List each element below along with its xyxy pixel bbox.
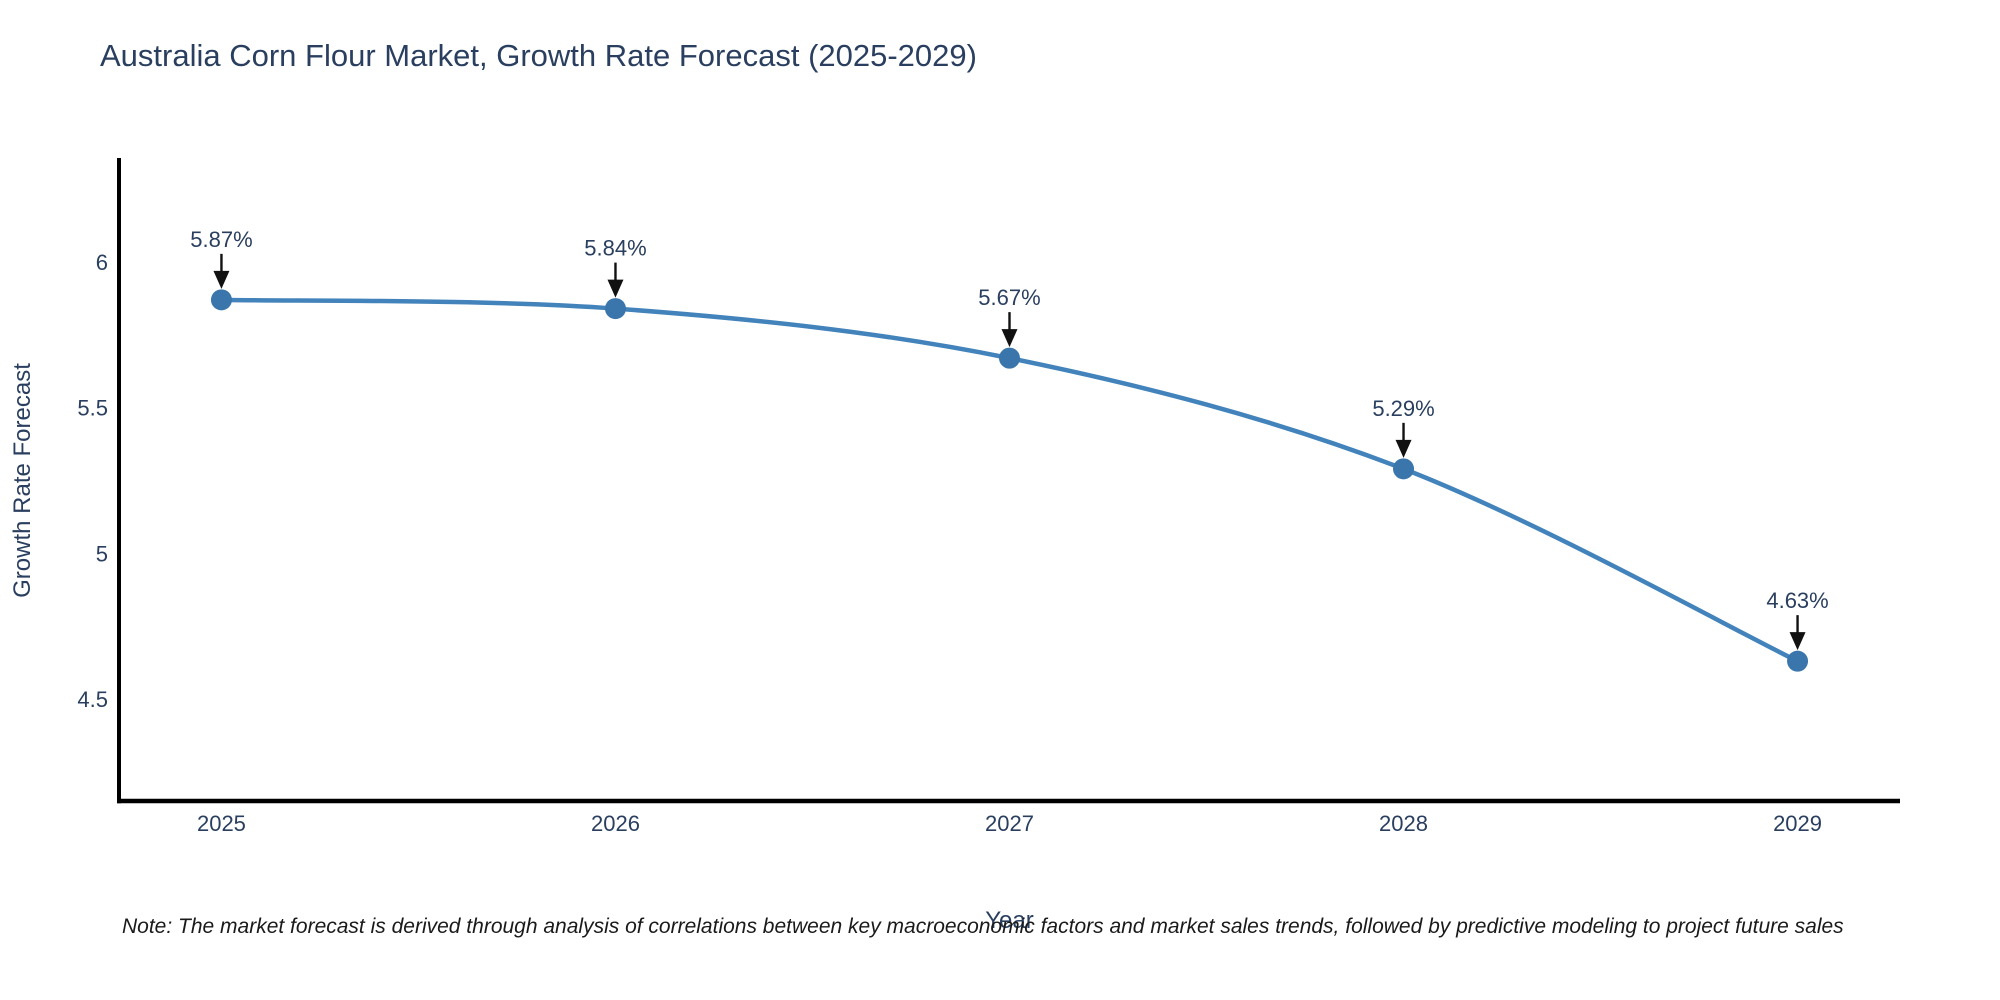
data-point-label: 4.63% xyxy=(1766,588,1828,613)
y-tick-label: 5.5 xyxy=(77,396,108,421)
data-point-marker[interactable] xyxy=(604,298,626,320)
x-tick-label: 2025 xyxy=(197,811,246,836)
data-point-label: 5.87% xyxy=(190,227,252,252)
x-tick-label: 2026 xyxy=(591,811,640,836)
y-axis-title: Growth Rate Forecast xyxy=(9,363,36,598)
data-point-label: 5.29% xyxy=(1372,396,1434,421)
x-tick-label: 2027 xyxy=(985,811,1034,836)
data-point-label: 5.67% xyxy=(978,285,1040,310)
line-chart: 4.5 5 5.5 6 2025 2026 2027 2028 2029 Growth Rate … xyxy=(9,158,1900,934)
y-tick-label: 5 xyxy=(96,541,108,566)
footnote: Note: The market forecast is derived thr… xyxy=(122,915,1844,938)
data-point-marker[interactable] xyxy=(999,347,1020,369)
x-tick-label: 2029 xyxy=(1773,811,1822,836)
data-point-label: 5.84% xyxy=(584,236,646,261)
annotation-arrowhead xyxy=(607,279,624,298)
data-point-marker[interactable] xyxy=(1393,458,1415,480)
annotation-arrowhead xyxy=(1395,439,1412,458)
data-point-marker[interactable] xyxy=(210,289,232,311)
chart-title: Australia Corn Flour Market, Growth Rate… xyxy=(100,38,977,73)
annotation-arrowhead xyxy=(1789,632,1806,651)
annotation-arrowhead xyxy=(213,270,230,289)
data-point-marker[interactable] xyxy=(1787,650,1809,672)
y-tick-label: 6 xyxy=(96,250,108,275)
x-tick-label: 2028 xyxy=(1379,811,1428,836)
annotation-arrowhead xyxy=(1001,329,1018,348)
x-axis-title: Year xyxy=(985,907,1034,934)
y-tick-label: 4.5 xyxy=(77,687,108,712)
